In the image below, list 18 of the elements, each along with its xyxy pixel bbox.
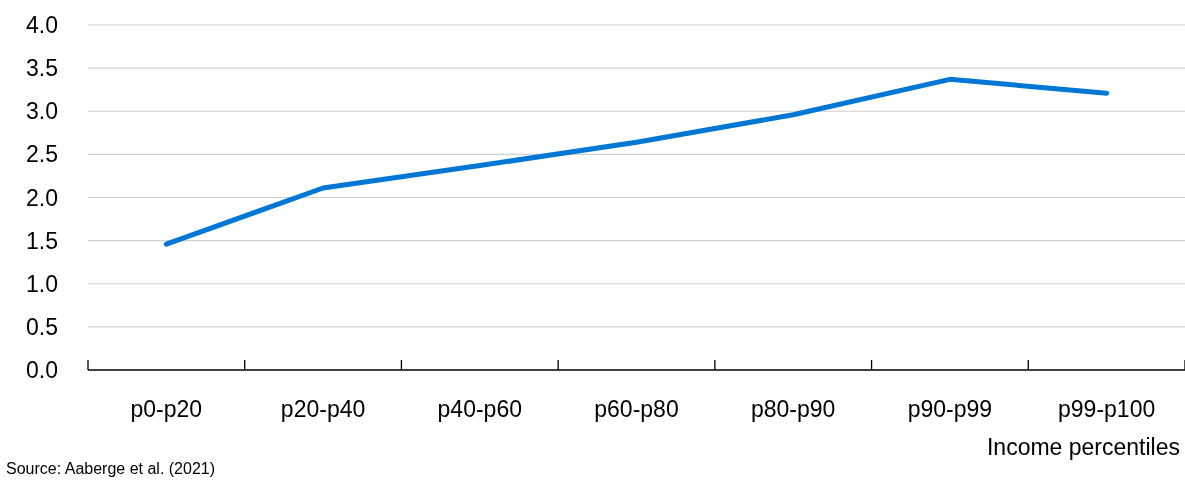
x-tick-label: p0-p20: [130, 396, 203, 422]
x-tick-label: p60-p80: [594, 396, 679, 422]
x-tick-label: p40-p60: [437, 396, 522, 422]
y-tick-label: 4.0: [26, 12, 58, 39]
x-tick-label: p90-p99: [907, 396, 993, 422]
y-tick-label: 2.5: [26, 141, 58, 168]
x-axis-title: Income percentiles: [986, 434, 1180, 460]
y-tick-label: 1.0: [26, 270, 58, 297]
y-tick-label: 0.5: [26, 313, 58, 340]
y-tick-label: 1.5: [26, 227, 58, 254]
y-tick-label: 2.0: [26, 184, 58, 211]
y-tick-label: 3.0: [26, 98, 58, 125]
source-note: Source: Aaberge et al. (2021): [6, 460, 216, 477]
y-tick-label: 3.5: [26, 55, 58, 82]
y-tick-label: 0.0: [26, 357, 58, 384]
x-tick-label: p99-p100: [1058, 396, 1156, 422]
x-tick-label: p80-p90: [751, 396, 836, 422]
x-tick-label: p20-p40: [280, 396, 366, 422]
